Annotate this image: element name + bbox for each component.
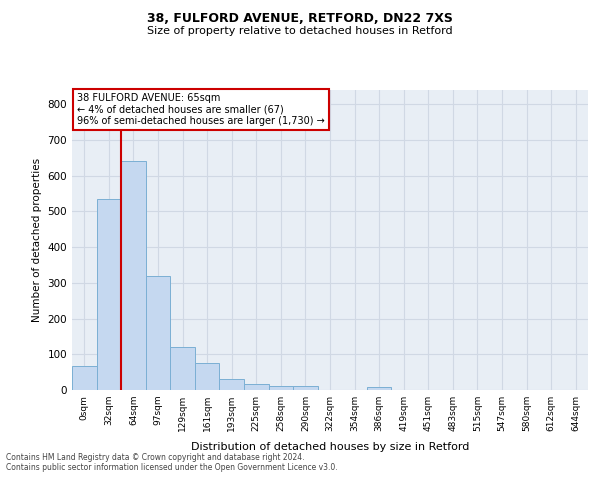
Bar [170, 347, 195, 390]
Text: Contains public sector information licensed under the Open Government Licence v3: Contains public sector information licen… [6, 464, 338, 472]
Y-axis label: Number of detached properties: Number of detached properties [32, 158, 42, 322]
Text: Size of property relative to detached houses in Retford: Size of property relative to detached ho… [147, 26, 453, 36]
Text: 38 FULFORD AVENUE: 65sqm
← 4% of detached houses are smaller (67)
96% of semi-de: 38 FULFORD AVENUE: 65sqm ← 4% of detache… [77, 93, 325, 126]
Bar [367, 387, 391, 390]
Bar [220, 380, 244, 390]
Bar [269, 386, 293, 390]
Bar [293, 386, 318, 390]
Bar [121, 162, 146, 390]
Bar [97, 199, 121, 390]
Bar [146, 276, 170, 390]
Bar [195, 362, 220, 390]
X-axis label: Distribution of detached houses by size in Retford: Distribution of detached houses by size … [191, 442, 469, 452]
Text: Contains HM Land Registry data © Crown copyright and database right 2024.: Contains HM Land Registry data © Crown c… [6, 454, 305, 462]
Bar [244, 384, 269, 390]
Bar [72, 366, 97, 390]
Text: 38, FULFORD AVENUE, RETFORD, DN22 7XS: 38, FULFORD AVENUE, RETFORD, DN22 7XS [147, 12, 453, 26]
